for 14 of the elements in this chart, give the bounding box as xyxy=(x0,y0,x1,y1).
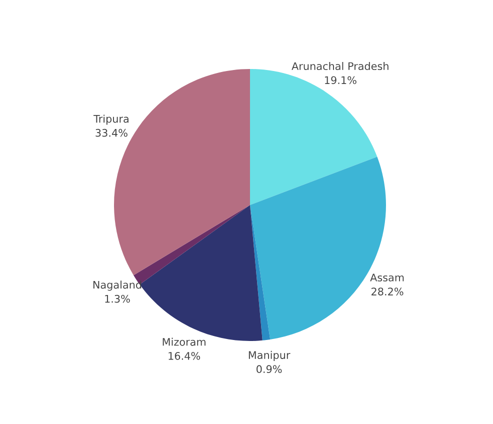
data-label: 16.4% xyxy=(168,352,200,360)
pie-slice xyxy=(250,205,270,340)
slice-label: Assam xyxy=(370,274,404,282)
data-label: 28.2% xyxy=(372,288,404,296)
slice-label: Mizoram xyxy=(162,338,206,346)
slice-label: Arunachal Pradesh xyxy=(292,62,388,70)
data-label: 19.1% xyxy=(325,76,356,84)
slice-label: Nagaland xyxy=(93,280,142,291)
pie-slice xyxy=(250,69,378,205)
data-label: 33.4% xyxy=(96,128,128,137)
data-label: 1.3% xyxy=(105,294,130,303)
data-label: 0.9% xyxy=(256,365,282,374)
slice-label: Manipur xyxy=(248,350,290,361)
slice-label: Tripura xyxy=(93,114,128,125)
